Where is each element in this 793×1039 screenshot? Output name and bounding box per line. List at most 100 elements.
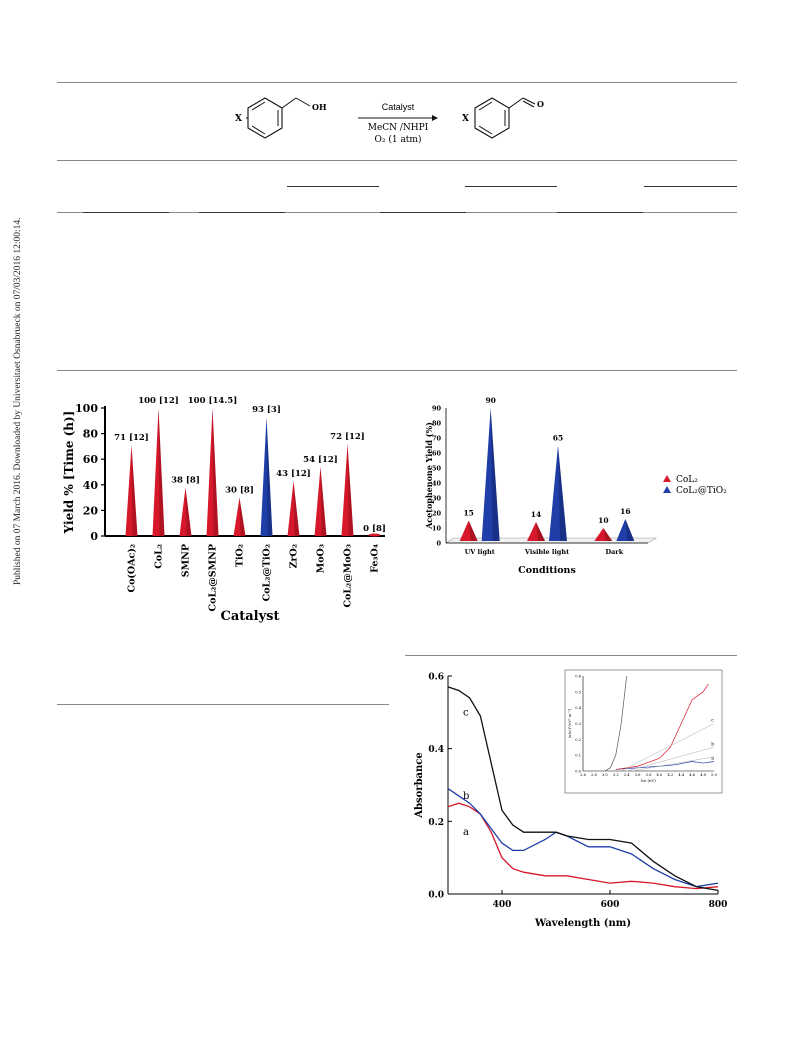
chart2-bar-shade <box>603 528 613 541</box>
chart3-series-label: a <box>463 827 469 838</box>
chart2-bar <box>459 520 478 541</box>
chart1-data-label: 72 [12] <box>330 432 365 442</box>
chart1-category-label: CoL₂@TiO₂ <box>262 544 273 601</box>
chart1-category-label: CoL₂@MoO₃ <box>343 544 354 608</box>
chart1-bar-shade <box>131 445 138 536</box>
arrow-top-label: Catalyst <box>382 102 415 112</box>
table-col-rule-4 <box>557 212 643 213</box>
chart1-data-label: 100 [14.5] <box>188 396 237 406</box>
chart1-category-label: MoO₃ <box>316 544 327 573</box>
figure-rule <box>57 370 737 371</box>
chart1-data-label: 0 [8] <box>363 524 386 534</box>
chart1-data-label: 93 [3] <box>252 405 281 415</box>
chart2-bar-shade <box>490 408 500 541</box>
chart2-data-label: 15 <box>463 509 473 518</box>
conditions-yield-chart: 0 10 20 30 40 50 60 70 80 90 Acetophenone Yield (%… <box>424 396 727 576</box>
chart2-legend-marker <box>663 475 671 482</box>
chart1-data-label: 43 [12] <box>276 469 311 479</box>
arrow-bottom-label-2: O₂ (1 atm) <box>375 134 422 145</box>
absorbance-chart: 0.0 0.2 0.4 0.6 400 600 800 Absorbance Wavelengt… <box>414 669 727 929</box>
table-subrule-2 <box>465 186 557 187</box>
inset-curve-b <box>615 683 709 770</box>
chart1-bar-shade <box>239 497 246 536</box>
chart2-legend-marker <box>663 486 671 493</box>
chart2-data-label: 65 <box>553 434 563 443</box>
chart2-y-tick-label: 60 <box>432 450 442 458</box>
chart3-y-tick-label: 0.4 <box>428 745 444 755</box>
table-subrule-1 <box>287 186 379 187</box>
table-rule-1 <box>57 160 737 161</box>
chart1-bar-shade <box>158 408 165 536</box>
inset-x-tick-label: 4.6 <box>689 773 695 777</box>
chart1-bar <box>341 443 354 536</box>
arrow-bottom-label-1: MeCN /NHPI <box>368 123 429 133</box>
chart3-series-line <box>447 686 719 892</box>
chart1-category-label: TiO₂ <box>235 544 246 567</box>
chart1-category-label: SMNP <box>181 544 192 577</box>
chart3-series-label: c <box>463 707 469 718</box>
inset-x-tick-label: 5.0 <box>711 773 717 777</box>
inset-y-tick-label: 0.2 <box>575 738 581 742</box>
chart1-bar-shade <box>185 487 192 536</box>
inset-x-tick-label: 3.6 <box>635 773 641 777</box>
chart2-bar-shade <box>536 522 545 541</box>
chart1-y-tick-label: 60 <box>83 453 99 466</box>
chart2-category-label: UV light <box>465 548 495 556</box>
chart1-bar-shade <box>347 443 354 536</box>
chart1-bar-shade <box>212 408 219 536</box>
chart1-y-tick-label: 20 <box>83 504 99 517</box>
chart1-data-label: 30 [8] <box>225 486 254 496</box>
reactant-x-label: X <box>235 114 242 124</box>
chart2-y-tick-label: 10 <box>432 525 442 533</box>
chart1-bar <box>287 480 300 536</box>
publication-sidenote: Published on 07 March 2016. Downloaded b… <box>13 217 23 585</box>
chart1-bar-shade <box>320 466 327 536</box>
inset-series-label: c <box>711 719 714 724</box>
table-subrule-3 <box>644 186 737 187</box>
chart1-y-tick-label: 0 <box>90 530 98 543</box>
chart1-data-label: 100 [12] <box>138 396 179 406</box>
chart3-x-axis-label: Wavelength (nm) <box>534 918 631 929</box>
chart3-series-line <box>447 788 719 888</box>
inset-y-tick-label: 0.0 <box>575 770 581 774</box>
inset-y-tick-label: 0.3 <box>575 722 581 726</box>
chart1-bar <box>368 533 381 537</box>
chart2-bar-shade <box>468 520 478 541</box>
inset-curve-c-steep <box>604 675 628 772</box>
chart2-y-tick-label: 20 <box>432 510 442 518</box>
inset-frame <box>564 669 723 794</box>
reaction-scheme: X OH Catalyst MeCN /NHPI O₂ (1 atm) X O <box>235 97 544 145</box>
chart2-y-tick-label: 80 <box>432 420 442 428</box>
chart1-y-tick-label: 80 <box>83 428 99 441</box>
chart2-y-tick-label: 50 <box>432 465 442 473</box>
inset-x-tick-label: 3.8 <box>646 773 652 777</box>
reactant-ring <box>247 97 283 139</box>
chart1-data-label: 71 [12] <box>114 433 149 443</box>
chart3-y-tick-label: 0.6 <box>428 673 444 683</box>
chart1-category-label: ZrO₂ <box>289 544 300 568</box>
chart2-y-tick-label: 30 <box>432 495 442 503</box>
inset-x-tick-label: 4.8 <box>700 773 706 777</box>
table-col-rule-1 <box>83 212 169 213</box>
inset-x-tick-label: 4.2 <box>667 773 673 777</box>
chart1-bar <box>179 487 192 536</box>
chart2-y-tick-label: 0 <box>436 540 441 548</box>
top-rule <box>57 82 737 83</box>
left-column-rule <box>57 704 389 705</box>
product-x-label: X <box>462 114 469 124</box>
inset-y-tick-label: 0.6 <box>575 675 581 679</box>
chart2-y-tick-label: 90 <box>432 405 442 413</box>
inset-x-tick-label: 3.0 <box>602 773 608 777</box>
inset-y-axis-label: (αhν)²(eV² m⁻²) <box>567 708 572 738</box>
chart2-y-tick-label: 40 <box>432 480 442 488</box>
chart3-x-tick-label: 400 <box>493 900 512 910</box>
chart2-legend-label: CoL₂@TiO₂ <box>676 486 727 496</box>
inset-x-tick-label: 4.4 <box>678 773 684 777</box>
chart1-bar-shade <box>266 416 273 536</box>
chart2-data-label: 10 <box>598 516 608 525</box>
inset-fit-line <box>621 723 715 772</box>
chart1-x-axis-label: Catalyst <box>220 609 279 624</box>
chart2-x-axis-label: Conditions <box>518 565 576 576</box>
inset-series-label: a <box>711 757 714 762</box>
